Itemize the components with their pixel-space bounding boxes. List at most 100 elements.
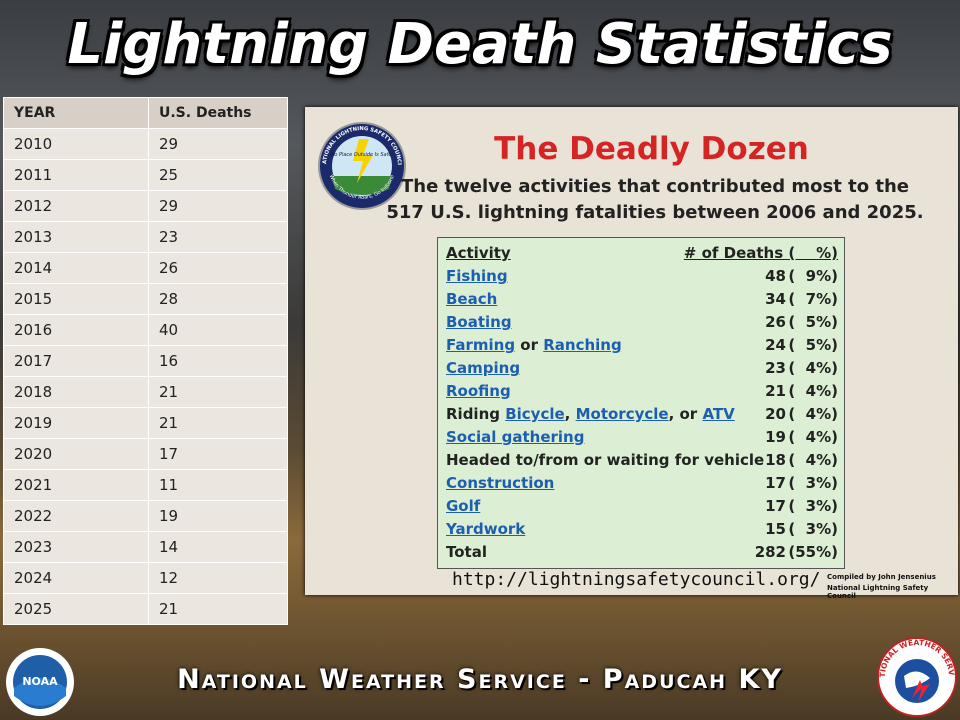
table-cell: 11 <box>148 469 288 501</box>
table-cell: 2014 <box>3 252 149 284</box>
deaths: 21 <box>765 382 786 400</box>
deaths: 18 <box>765 451 786 469</box>
table-row: 2023 14 <box>3 531 288 563</box>
percent: ( 9%) <box>788 267 838 285</box>
deaths: 15 <box>765 520 786 538</box>
url[interactable]: http://lightningsafetycouncil.org/ <box>452 569 821 590</box>
deaths: 24 <box>765 336 786 354</box>
deaths: 48 <box>765 267 786 285</box>
logo-motto: No Place Outside Is Safe! <box>331 152 394 158</box>
deaths: 17 <box>765 497 786 515</box>
deaths: 26 <box>765 313 786 331</box>
activity-link[interactable]: Bicycle <box>505 405 565 423</box>
column-header: U.S. Deaths <box>148 97 288 129</box>
activity: Riding Bicycle, Motorcycle, or ATV <box>446 405 735 423</box>
activity-link[interactable]: Yardwork <box>446 520 526 538</box>
activity-row: Golf 17( 3%) <box>446 497 838 519</box>
activity-text: , <box>564 405 576 423</box>
percent: ( 3%) <box>788 497 838 515</box>
activity: Camping <box>446 359 520 377</box>
table-cell: 21 <box>148 376 288 408</box>
activity-text: Riding <box>446 405 506 423</box>
activity-link[interactable]: Construction <box>446 474 555 492</box>
table-cell: 2011 <box>3 159 149 191</box>
table-cell: 2021 <box>3 469 149 501</box>
percent: ( 4%) <box>788 451 838 469</box>
activity-row: Roofing 21( 4%) <box>446 382 838 404</box>
activity-link[interactable]: Fishing <box>446 267 508 285</box>
table-row: 2018 21 <box>3 376 288 408</box>
table-cell: 2020 <box>3 438 149 470</box>
table-row: 2010 29 <box>3 128 288 160</box>
activity-header: Activity # of Deaths ( %) <box>446 244 838 266</box>
activity-row: Social gathering 19( 4%) <box>446 428 838 450</box>
activity-row: Yardwork 15( 3%) <box>446 520 838 542</box>
activity: Golf <box>446 497 480 515</box>
activity-link[interactable]: Farming <box>446 336 516 354</box>
activity: Total <box>446 543 487 561</box>
deaths: 34 <box>765 290 786 308</box>
table-cell: 16 <box>148 345 288 377</box>
table-cell: 2015 <box>3 283 149 315</box>
activity-link[interactable]: Camping <box>446 359 521 377</box>
table-cell: 2012 <box>3 190 149 222</box>
activity: Construction <box>446 474 554 492</box>
activity-link[interactable]: Motorcycle <box>575 405 669 423</box>
activity-row: Total 282 (55%) <box>446 543 838 565</box>
table-cell: 2013 <box>3 221 149 253</box>
table-row: 2013 23 <box>3 221 288 253</box>
percent: ( 7%) <box>788 290 838 308</box>
column-header: Activity <box>446 244 511 262</box>
panel-subtitle: 517 U.S. lightning fatalities between 20… <box>386 202 924 223</box>
table-row: 2020 17 <box>3 438 288 470</box>
table-row: 2012 29 <box>3 190 288 222</box>
activity-link[interactable]: Boating <box>446 313 512 331</box>
table-cell: 19 <box>148 500 288 532</box>
table-cell: 2016 <box>3 314 149 346</box>
activity-row: Camping 23( 4%) <box>446 359 838 381</box>
percent: ( 3%) <box>788 520 838 538</box>
activity-link[interactable]: Ranching <box>543 336 622 354</box>
nlsc-logo: No Place Outside Is Safe! NATIONAL LIGHT… <box>317 121 406 210</box>
activity-text: Headed to/from or waiting for vehicle <box>446 451 765 469</box>
activity-row: Fishing 48( 9%) <box>446 267 838 289</box>
percent: ( 4%) <box>788 428 838 446</box>
activity-link[interactable]: Beach <box>446 290 498 308</box>
table-cell: 25 <box>148 159 288 191</box>
table-cell: 21 <box>148 593 288 625</box>
percent: ( 5%) <box>788 313 838 331</box>
activity-link[interactable]: Golf <box>446 497 481 515</box>
deadly-dozen-panel: No Place Outside Is Safe! NATIONAL LIGHT… <box>305 107 958 600</box>
activity: Beach <box>446 290 497 308</box>
table-cell: 2010 <box>3 128 149 160</box>
percent: ( 4%) <box>788 382 838 400</box>
activity: Boating <box>446 313 512 331</box>
table-row: 2019 21 <box>3 407 288 439</box>
table-cell: 2019 <box>3 407 149 439</box>
column-header: # of Deaths ( %) <box>683 244 838 262</box>
activity: Farming or Ranching <box>446 336 622 354</box>
activity-link[interactable]: Social gathering <box>446 428 585 446</box>
credit: Compiled by John Jensenius <box>827 573 936 581</box>
table-cell: 2018 <box>3 376 149 408</box>
table-cell: 14 <box>148 531 288 563</box>
activity-row: Riding Bicycle, Motorcycle, or ATV 20( 4%… <box>446 405 838 427</box>
table-cell: 2017 <box>3 345 149 377</box>
table-row: 2025 21 <box>3 593 288 625</box>
table-row: 2015 28 <box>3 283 288 315</box>
activity-link[interactable]: ATV <box>702 405 735 423</box>
table-cell: 29 <box>148 190 288 222</box>
panel-title: The Deadly Dozen <box>494 131 809 167</box>
activity-text: , or <box>668 405 703 423</box>
percent: (55%) <box>788 543 838 561</box>
noaa-logo: NOAA <box>6 648 74 716</box>
activity-link[interactable]: Roofing <box>446 382 511 400</box>
deaths: 17 <box>765 474 786 492</box>
activity: Social gathering <box>446 428 584 446</box>
activity: Roofing <box>446 382 511 400</box>
deaths: 20 <box>765 405 786 423</box>
deaths: 23 <box>765 359 786 377</box>
table-cell: 28 <box>148 283 288 315</box>
table-cell: 23 <box>148 221 288 253</box>
